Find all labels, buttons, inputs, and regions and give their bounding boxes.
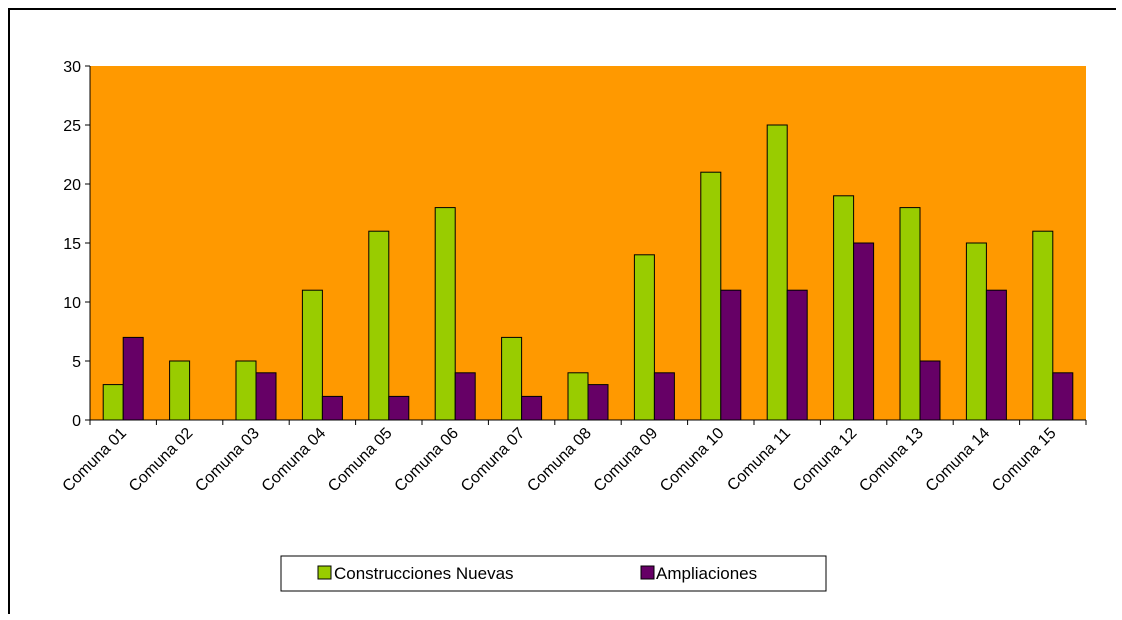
bar-ampliaciones [919, 360, 941, 421]
x-tick-label: Comuna 02 [126, 425, 197, 496]
x-tick-label: Comuna 14 [923, 425, 994, 496]
x-tick-label: Comuna 01 [60, 425, 131, 496]
bar-construcciones-nuevas [965, 242, 987, 421]
bar-construcciones-nuevas [833, 195, 855, 421]
x-tick-label: Comuna 03 [192, 425, 263, 496]
bar-ampliaciones [1052, 372, 1074, 421]
legend-label-ampliaciones: Ampliaciones [656, 564, 757, 583]
bar-construcciones-nuevas [766, 124, 788, 421]
y-axis: 0 5 10 15 20 25 30 [63, 59, 91, 430]
x-tick-label: Comuna 05 [325, 425, 396, 496]
y-tick-label: 25 [63, 118, 81, 135]
bar-construcciones-nuevas [700, 171, 722, 421]
bar-ampliaciones [388, 395, 410, 421]
y-tick-label: 15 [63, 236, 81, 253]
x-tick-label: Comuna 04 [259, 425, 330, 496]
bar-construcciones-nuevas [899, 207, 921, 421]
bar-ampliaciones [454, 372, 476, 421]
legend-swatch-ampliaciones [640, 565, 655, 580]
x-tick-label: Comuna 12 [790, 425, 861, 496]
bar-construcciones-nuevas [368, 230, 390, 421]
y-tick-label: 30 [63, 59, 81, 76]
x-tick-label: Comuna 13 [856, 425, 927, 496]
y-tick-label: 0 [72, 413, 81, 430]
bar-construcciones-nuevas [501, 336, 523, 421]
legend-swatch-construcciones-nuevas [317, 565, 332, 580]
bar-ampliaciones [853, 242, 875, 421]
bar-construcciones-nuevas [633, 254, 655, 421]
bar-construcciones-nuevas [169, 360, 191, 421]
bar-construcciones-nuevas [434, 207, 456, 421]
x-tick-label: Comuna 06 [392, 425, 463, 496]
x-tick-label: Comuna 11 [724, 425, 794, 495]
bar-ampliaciones [122, 336, 144, 421]
y-tick-label: 5 [72, 354, 81, 371]
x-tick-label: Comuna 07 [458, 425, 529, 496]
bar-construcciones-nuevas [301, 289, 323, 421]
bar-ampliaciones [653, 372, 675, 421]
bar-ampliaciones [255, 372, 277, 421]
bars-group [102, 124, 1074, 421]
bar-ampliaciones [720, 289, 742, 421]
y-tick-label: 20 [63, 177, 81, 194]
bar-construcciones-nuevas [567, 372, 589, 421]
legend-box [280, 555, 827, 592]
x-tick-label: Comuna 15 [989, 425, 1060, 496]
bar-construcciones-nuevas [235, 360, 257, 421]
x-tick-label: Comuna 09 [591, 425, 662, 496]
bar-construcciones-nuevas [1032, 230, 1054, 421]
x-tick-label: Comuna 08 [524, 425, 595, 496]
legend-label-construcciones-nuevas: Construcciones Nuevas [334, 564, 514, 583]
y-tick-label: 10 [63, 295, 81, 312]
bar-ampliaciones [521, 395, 543, 421]
bar-ampliaciones [587, 384, 609, 421]
bar-ampliaciones [786, 289, 808, 421]
bar-construcciones-nuevas [102, 384, 124, 421]
bar-ampliaciones [985, 289, 1007, 421]
bar-ampliaciones [321, 395, 343, 421]
x-tick-label: Comuna 10 [657, 425, 728, 496]
legend: Construcciones Nuevas Ampliaciones [280, 555, 827, 592]
